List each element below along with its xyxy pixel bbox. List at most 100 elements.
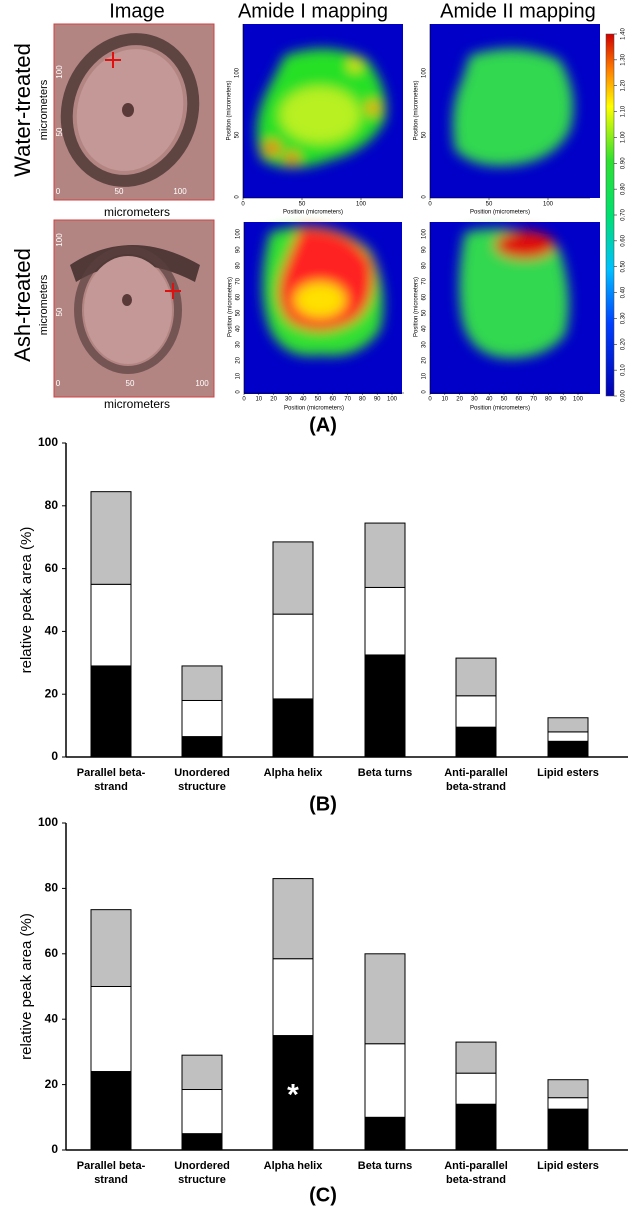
x-tick-label: Beta turns — [357, 767, 413, 779]
y-tick-label: 60 — [45, 561, 59, 575]
map-y-tick-label: 70 — [236, 277, 242, 284]
y-tick-label: 100 — [38, 815, 58, 829]
micrograph — [53, 23, 215, 201]
x-tick-label: Lipid esters — [537, 1160, 599, 1172]
x-tick-label: Anti-parallel beta-strand — [444, 1160, 508, 1186]
image-x-tick-label: 50 — [126, 379, 135, 388]
map-y-tick-label: 50 — [422, 309, 428, 316]
map-axis-label: Position (micrometers) — [470, 210, 530, 216]
map-y-tick-label: 10 — [236, 372, 242, 379]
y-tick-label: 40 — [45, 624, 59, 638]
colorbar-tick-label: 0.50 — [621, 260, 627, 272]
bar-segment — [181, 1133, 223, 1151]
x-tick-label: Alpha helix — [263, 767, 323, 779]
map-y-tick-label: 60 — [422, 293, 428, 300]
colorbar-tick-label: 0.80 — [621, 183, 627, 195]
x-tick-label: Beta turns — [357, 1160, 413, 1172]
colorbar-tick-label: 0.40 — [621, 286, 627, 298]
map-y-tick-label: 20 — [236, 356, 242, 363]
heatmap — [430, 222, 600, 394]
bar-segment — [272, 958, 314, 1037]
colorbar-tick-label: 0.10 — [621, 364, 627, 376]
x-tick-label: Alpha helix — [263, 1160, 323, 1172]
map-x-tick-label: 100 — [387, 397, 398, 403]
bar-segment — [547, 740, 589, 758]
colorbar-tick-label: 1.40 — [621, 28, 627, 40]
map-x-tick-label: 100 — [543, 202, 554, 208]
image-x-tick-label: 0 — [56, 379, 61, 388]
map-y-tick-label: 80 — [236, 262, 242, 269]
bar-segment — [547, 1097, 589, 1110]
map-x-tick-label: 20 — [456, 397, 463, 403]
map-x-tick-label: 30 — [285, 397, 292, 403]
map-x-tick-label: 100 — [573, 397, 584, 403]
bar-segment — [364, 1116, 406, 1151]
bar-segment — [455, 695, 497, 728]
bar-segment — [272, 1035, 314, 1151]
bar-segment — [181, 736, 223, 758]
y-axis-title: relative peak area (%) — [18, 527, 35, 674]
bar-segment — [181, 1054, 223, 1091]
image-y-tick-label: 100 — [55, 233, 64, 247]
map-y-tick-label: 60 — [236, 293, 242, 300]
colorbar-tick-label: 1.00 — [621, 131, 627, 143]
map-x-tick-label: 40 — [300, 397, 307, 403]
row-label: Water-treated — [10, 43, 35, 177]
bar-segment — [181, 1089, 223, 1135]
map-y-tick-label: 0 — [422, 195, 428, 199]
colorbar-tick-label: 0.20 — [621, 338, 627, 350]
y-axis-title: relative peak area (%) — [18, 913, 35, 1060]
image-y-tick-label: 50 — [55, 307, 64, 316]
map-x-tick-label: 0 — [428, 397, 432, 403]
map-x-tick-label: 40 — [486, 397, 493, 403]
bar-segment — [90, 1071, 132, 1151]
map-axis-label: Position (micrometers) — [228, 277, 234, 337]
map-x-tick-label: 20 — [270, 397, 277, 403]
row-label: Ash-treated — [10, 248, 35, 362]
bar-segment — [181, 699, 223, 738]
map-axis-label: Position (micrometers) — [283, 210, 343, 216]
bar-segment — [547, 731, 589, 742]
map-x-tick-label: 0 — [242, 397, 246, 403]
image-y-tick-label: 100 — [55, 65, 64, 79]
bar-segment — [181, 665, 223, 701]
map-y-tick-label: 100 — [422, 67, 428, 78]
map-y-tick-label: 40 — [422, 325, 428, 332]
bar-segment — [455, 726, 497, 758]
map-x-tick-label: 10 — [255, 397, 262, 403]
panel-label: (B) — [309, 793, 337, 815]
y-tick-label: 0 — [51, 749, 58, 763]
heatmap — [244, 222, 402, 394]
column-title: Amide II mapping — [440, 0, 596, 22]
image-x-tick-label: 50 — [115, 187, 124, 196]
bar-segment — [90, 909, 132, 988]
x-tick-label: Parallel beta-strand — [76, 767, 146, 793]
map-y-tick-label: 90 — [236, 246, 242, 253]
map-x-tick-label: 70 — [530, 397, 537, 403]
map-y-tick-label: 0 — [236, 390, 242, 394]
map-y-tick-label: 0 — [422, 390, 428, 394]
bar-segment — [455, 1041, 497, 1074]
map-x-tick-label: 90 — [560, 397, 567, 403]
map-x-tick-label: 90 — [374, 397, 381, 403]
y-tick-label: 100 — [38, 435, 58, 449]
map-x-tick-label: 0 — [241, 202, 245, 208]
colorbar-tick-label: 0.30 — [621, 312, 627, 324]
map-y-tick-label: 70 — [422, 277, 428, 284]
image-x-tick-label: 100 — [173, 187, 187, 196]
heatmap — [243, 24, 403, 198]
annotation: * — [287, 1079, 299, 1112]
bar-segment — [547, 717, 589, 733]
y-tick-label: 0 — [51, 1142, 58, 1156]
colorbar-tick-label: 1.30 — [621, 53, 627, 65]
y-tick-label: 40 — [45, 1011, 59, 1025]
map-axis-label: Position (micrometers) — [227, 80, 233, 140]
map-y-tick-label: 10 — [422, 372, 428, 379]
bar-segment — [455, 657, 497, 697]
colorbar-tick-label: 0.00 — [621, 390, 627, 402]
map-axis-label: Position (micrometers) — [414, 80, 420, 140]
x-tick-label: Parallel beta-strand — [76, 1160, 146, 1186]
map-x-tick-label: 10 — [441, 397, 448, 403]
